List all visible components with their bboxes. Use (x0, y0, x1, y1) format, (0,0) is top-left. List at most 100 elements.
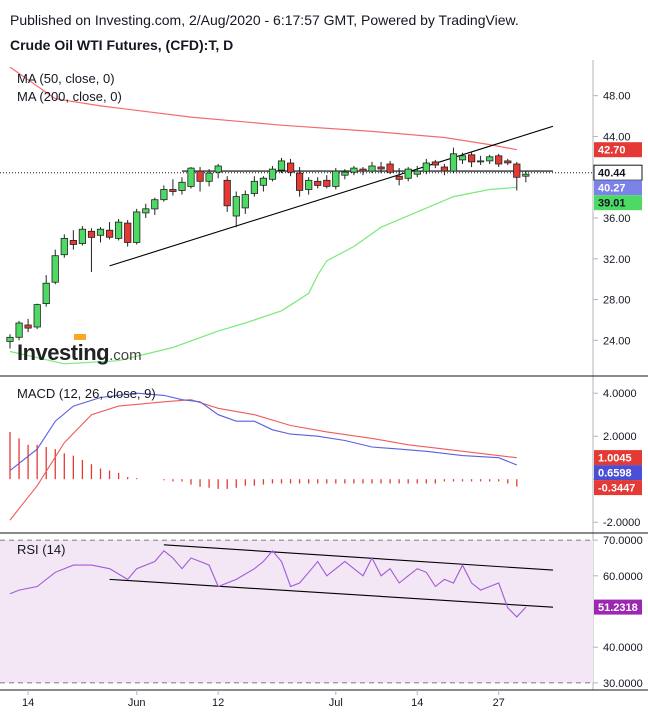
rsi-tick-label: 70.0000 (603, 535, 643, 547)
macd-signal-line (9, 399, 517, 521)
time-tick-label: 14 (22, 697, 34, 709)
rsi-tick-label: 60.0000 (603, 571, 643, 583)
price-tick-label: 28.00 (603, 295, 631, 307)
price-badge-label-price: 40.44 (598, 168, 626, 180)
macd-legend: MACD (12, 26, close, 9) (17, 386, 156, 401)
logo-text: Investing (17, 340, 110, 365)
candle-body (495, 155, 503, 165)
ma50-line (9, 186, 517, 365)
candle-body (42, 282, 50, 305)
price-badge-label-last: 40.27 (598, 183, 626, 195)
candle-body (386, 163, 394, 173)
candle-body (232, 196, 240, 217)
logo-suffix: .com (109, 347, 142, 364)
price-badges: 42.70 40.44 40.27 39.01 1.0045 0.6598 -0.3447 5… (593, 142, 643, 615)
candle-body (350, 167, 358, 173)
candle-body (422, 162, 430, 172)
rsi-pane (9, 544, 554, 618)
rsi-badge-label-rsi: 51.2318 (598, 602, 638, 614)
price-tick-label: 48.00 (603, 91, 631, 103)
price-badge-ma200 (594, 142, 642, 158)
price-badge-ma50 (594, 195, 642, 211)
candle-body (295, 172, 304, 191)
candle-body (259, 177, 268, 186)
candle-body (60, 237, 68, 256)
candle-body (467, 154, 476, 163)
rsi-line (9, 549, 527, 618)
time-tick-label: Jul (329, 697, 343, 709)
price-pane (0, 66, 593, 365)
candle-body (440, 166, 449, 172)
macd-badge-label-hist: -0.3447 (598, 483, 635, 495)
price-badge-label-ma200: 42.70 (598, 145, 626, 157)
candle-body (431, 161, 440, 166)
logo-accent-bar (74, 334, 86, 340)
macd-badge-label-macd: 0.6598 (598, 468, 632, 480)
rsi-badge-rsi (594, 599, 642, 615)
candle-body (286, 162, 295, 173)
rsi-band-fill (0, 540, 593, 683)
published-line: Published on Investing.com, 2/Aug/2020 -… (10, 12, 519, 28)
candle-body (513, 163, 521, 178)
candle-body (341, 171, 349, 176)
rsi-tick-label: 30.0000 (603, 678, 643, 690)
investing-logo: Investing.com (17, 334, 142, 366)
price-tick-label: 32.00 (603, 254, 631, 266)
candle-body (305, 179, 313, 190)
ma200-line (9, 66, 517, 151)
rsi-trendline-1 (163, 544, 554, 571)
candle-body (178, 181, 186, 191)
time-tick-label: 27 (493, 697, 505, 709)
price-badge-last (594, 180, 642, 196)
candle-body (69, 239, 77, 245)
candle-body (368, 165, 376, 172)
candle-body (24, 324, 32, 329)
candle-body (214, 165, 222, 173)
macd-pane (9, 392, 518, 521)
candle-body (223, 179, 231, 207)
candle-body (96, 228, 105, 236)
price-badge-label-ma50: 39.01 (598, 198, 626, 210)
time-tick-label: 12 (212, 697, 224, 709)
macd-badge-signal (594, 450, 642, 466)
candle-body (169, 189, 177, 192)
candle-body (106, 229, 114, 238)
price-tick-label: 44.00 (603, 131, 631, 143)
candle-body (486, 156, 494, 162)
time-tick-label: Jun (128, 697, 146, 709)
macd-line (9, 392, 518, 472)
candle-body (332, 170, 340, 187)
candle-body (268, 168, 277, 180)
candle-body (15, 322, 23, 338)
candle-body (87, 230, 96, 238)
ma50-legend: MA (50, close, 0) (17, 71, 115, 86)
candle-body (115, 221, 123, 239)
macd-badge-label-signal: 1.0045 (598, 453, 632, 465)
candle-body (151, 199, 159, 210)
instrument-title: Crude Oil WTI Futures, (CFD):T, D (10, 37, 234, 53)
candle-body (241, 194, 249, 209)
rsi-band (0, 539, 593, 684)
macd-badge-hist (594, 480, 642, 496)
candle-body (377, 166, 385, 170)
candle-body (323, 179, 331, 187)
candle-body (277, 160, 286, 171)
time-tick-label: 14 (411, 697, 423, 709)
price-tick-label: 24.00 (603, 335, 631, 347)
candle-body (504, 160, 512, 164)
candle-body (205, 172, 213, 182)
candle-body (458, 155, 467, 161)
candle-body (314, 180, 322, 186)
candle-body (51, 255, 59, 283)
rsi-tick-label: 40.0000 (603, 642, 643, 654)
macd-tick-label: 2.0000 (603, 431, 637, 443)
candle-body (250, 180, 258, 194)
rsi-trendline-2 (109, 578, 554, 608)
candle-body (449, 153, 458, 172)
candle-body (413, 170, 421, 175)
candle-body (187, 167, 195, 187)
candle-body (133, 211, 141, 243)
macd-badge-macd (594, 465, 642, 481)
